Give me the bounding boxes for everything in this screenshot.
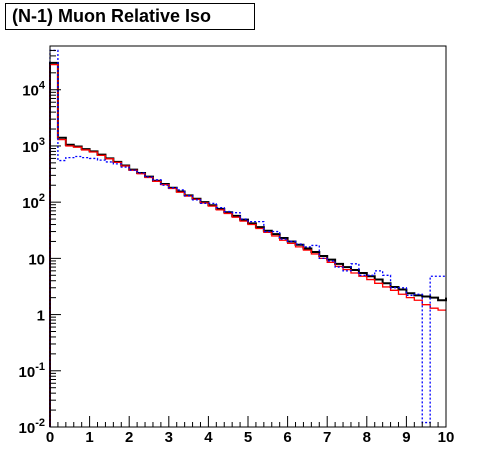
- y-tick-label: 1: [37, 308, 45, 325]
- series-2-line: [49, 63, 446, 427]
- y-axis: 10-2 10-1 1 10 102 103 104: [19, 45, 61, 437]
- plot-frame: [49, 45, 447, 428]
- y-tick-label: 103: [22, 136, 45, 156]
- y-tick-label: 10: [28, 251, 45, 268]
- x-tick-label: 7: [323, 429, 331, 446]
- x-axis: 0 1 2 3 4 5 6 7 8 9 10: [46, 416, 455, 446]
- x-tick-label: 0: [46, 429, 54, 446]
- y-tick-label: 104: [22, 80, 46, 100]
- histogram-series: [49, 49, 447, 427]
- x-tick-label: 8: [363, 429, 371, 446]
- chart-title: (N-1) Muon Relative Iso: [5, 3, 255, 30]
- series-3-line: [49, 49, 446, 427]
- x-tick-label: 3: [165, 429, 173, 446]
- y-tick-label: 10-2: [19, 417, 45, 437]
- x-tick-label: 9: [402, 429, 410, 446]
- y-tick-label: 10-1: [19, 361, 45, 381]
- x-tick-label: 6: [283, 429, 291, 446]
- series-1-line: [49, 61, 447, 427]
- x-tick-label: 1: [85, 429, 93, 446]
- x-tick-label: 2: [125, 429, 133, 446]
- y-tick-label: 102: [22, 192, 45, 212]
- x-tick-label: 5: [244, 429, 252, 446]
- x-tick-label: 10: [438, 429, 455, 446]
- x-tick-label: 4: [204, 429, 213, 446]
